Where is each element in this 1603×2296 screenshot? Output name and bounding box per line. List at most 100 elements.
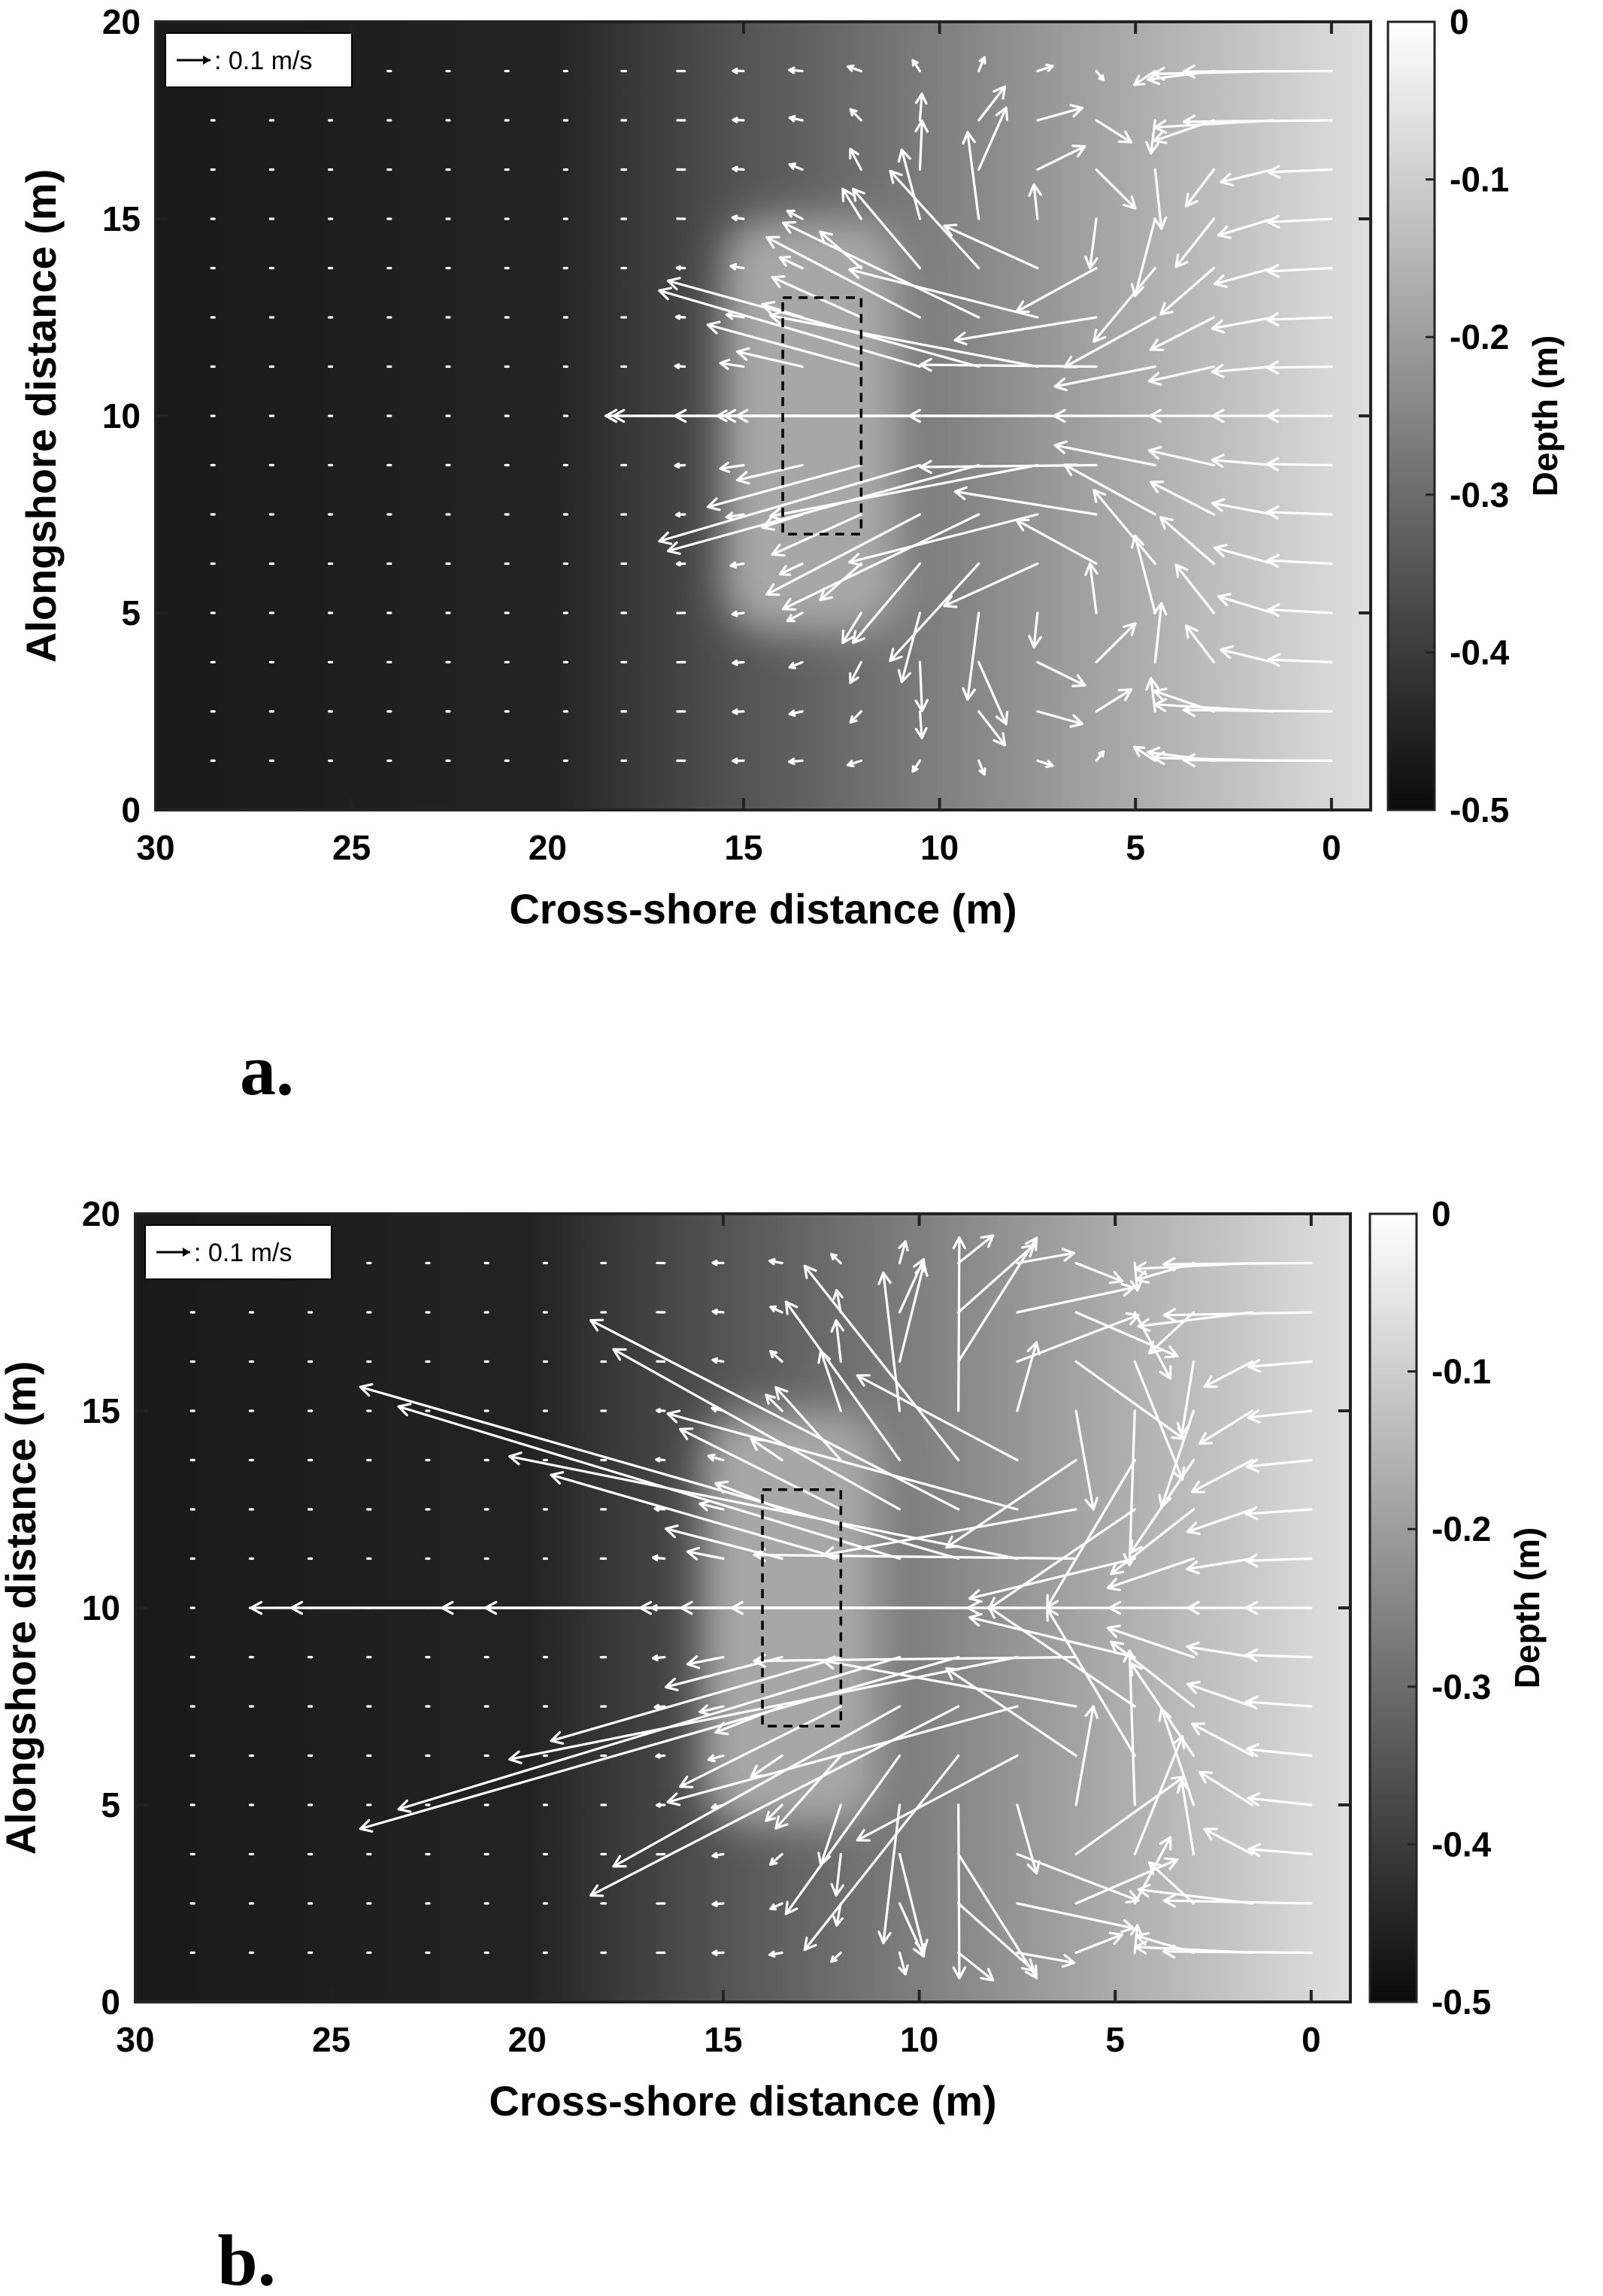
velocity-arrow [849, 108, 862, 122]
velocity-arrow [1016, 1341, 1041, 1412]
velocity-arrow [803, 1754, 960, 1952]
colorbar-tick-label: -0.1 [1432, 1352, 1491, 1391]
velocity-arrow [1036, 144, 1086, 171]
velocity-vectors [189, 1234, 1313, 1982]
velocity-arrow [1145, 677, 1159, 713]
velocity-arrow [919, 460, 1098, 475]
velocity-arrow [706, 320, 862, 369]
velocity-arrow [706, 463, 862, 511]
velocity-arrow [1110, 1508, 1195, 1576]
y-tick-label: 20 [102, 2, 141, 41]
velocity-arrow [1036, 660, 1086, 687]
velocity-arrow [732, 117, 745, 123]
velocity-arrow [788, 660, 804, 669]
velocity-arrow [849, 147, 862, 171]
velocity-arrow [856, 1374, 1019, 1462]
velocity-arrow [1245, 1743, 1313, 1758]
velocity-arrow [1247, 1358, 1313, 1373]
x-tick-label: 20 [529, 828, 567, 867]
colorbar: 0 -0.1 -0.2 -0.3 -0.4 -0.5 Depth (m) [1368, 1194, 1547, 2022]
velocity-arrow [788, 162, 804, 171]
velocity-arrow [1153, 602, 1168, 664]
velocity-arrow [889, 169, 980, 270]
reference-vector-legend: : 0.1 m/s [144, 1224, 332, 1280]
velocity-arrow [968, 1612, 1136, 1659]
velocity-arrow [719, 358, 745, 370]
velocity-arrow [1053, 365, 1156, 392]
velocity-arrow [651, 1554, 666, 1562]
velocity-arrow [774, 1386, 842, 1462]
velocity-arrow [359, 1655, 960, 1833]
y-tick-label: 5 [121, 593, 141, 632]
velocity-arrow [968, 1557, 1136, 1603]
colorbar-label: Depth (m) [1508, 1527, 1547, 1689]
velocity-arrow [1016, 1902, 1135, 1934]
velocity-arrow [957, 1236, 1038, 1363]
velocity-arrow [1217, 217, 1274, 239]
velocity-arrow [1186, 1557, 1254, 1575]
velocity-arrow [732, 659, 745, 666]
colorbar-tick-label: -0.4 [1432, 1824, 1492, 1864]
velocity-arrow [851, 187, 922, 270]
velocity-arrow [658, 463, 922, 545]
velocity-arrow [589, 1705, 960, 1897]
velocity-arrow [819, 562, 862, 602]
velocity-arrow [952, 1236, 967, 1412]
velocity-arrow [731, 610, 745, 617]
velocity-arrow [1211, 453, 1274, 469]
velocity-arrow [914, 120, 929, 171]
velocity-arrow [1267, 653, 1333, 667]
y-tick-label: 5 [101, 1785, 120, 1824]
structure-outline [761, 1488, 843, 1727]
velocity-arrow [729, 262, 745, 271]
velocity-arrow [919, 357, 1098, 372]
velocity-arrow [1016, 1312, 1140, 1363]
velocity-arrow [1214, 544, 1274, 566]
velocity-arrow [675, 561, 686, 567]
reference-vector-legend: : 0.1 m/s [165, 32, 353, 88]
velocity-arrow [778, 256, 804, 270]
velocity-arrow [786, 209, 804, 220]
x-tick-label: 15 [704, 2020, 742, 2059]
panel-label: a. [240, 1030, 294, 1110]
velocity-arrow [1095, 168, 1137, 210]
velocity-arrow [1107, 1624, 1195, 1659]
velocity-arrow [1095, 622, 1137, 664]
velocity-arrow [851, 562, 922, 645]
velocity-arrow [1266, 554, 1333, 569]
velocity-arrow [1016, 1852, 1140, 1904]
velocity-arrow [1129, 1261, 1144, 1292]
velocity-arrow [957, 1243, 1035, 1314]
velocity-arrow [1016, 1282, 1135, 1314]
velocity-arrow [1153, 687, 1216, 713]
x-tick-label: 20 [508, 2020, 547, 2059]
x-tick-label: 10 [900, 2020, 938, 2059]
velocity-arrow [1036, 759, 1054, 769]
velocity-arrow [707, 1453, 725, 1462]
velocity-arrow [771, 513, 862, 557]
velocity-arrow [725, 511, 745, 521]
colorbar-label: Depth (m) [1526, 335, 1565, 497]
velocity-arrow [1133, 69, 1156, 86]
velocity-arrow [653, 1506, 666, 1512]
velocity-arrow [953, 316, 1098, 346]
velocity-arrow [732, 708, 745, 715]
legend-arrowhead [183, 1248, 190, 1257]
x-axis: 30 25 20 15 10 5 0 Cross-shore distance (m) [116, 1214, 1321, 2125]
velocity-arrow [1211, 316, 1274, 334]
velocity-arrow [761, 513, 804, 531]
velocity-arrow [841, 611, 862, 645]
velocity-arrow [655, 1457, 666, 1463]
velocity-arrow [914, 660, 929, 712]
velocity-arrow [847, 759, 862, 768]
colorbar-scale [1368, 1212, 1418, 2003]
velocity-arrow [848, 265, 1039, 319]
velocity-arrow [1123, 1409, 1138, 1567]
velocity-arrow [714, 1480, 783, 1511]
velocity-arrow [788, 66, 804, 74]
velocity-arrow [1245, 1458, 1313, 1473]
velocity-arrow [397, 1655, 901, 1813]
velocity-arrow [736, 463, 804, 485]
colorbar-tick-label: -0.5 [1450, 790, 1509, 830]
